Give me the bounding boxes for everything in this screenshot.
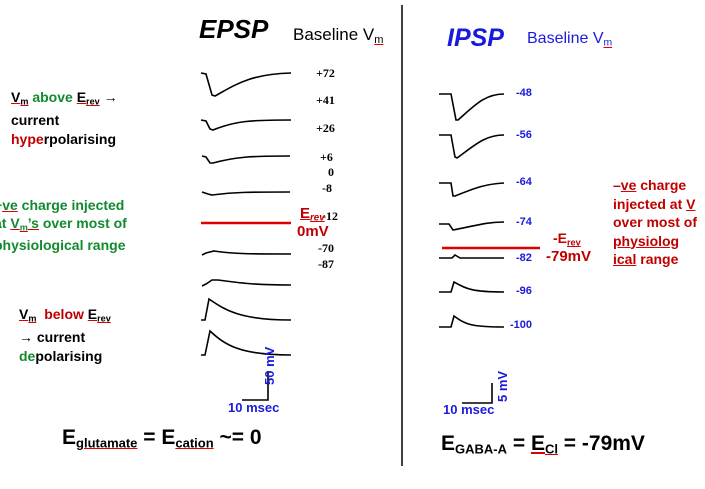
epsp-trace-72 <box>200 72 292 97</box>
ipsp-trace-74 <box>439 221 505 231</box>
baseline-value: -82 <box>516 252 532 264</box>
epsp-trace-minus87 <box>201 279 292 287</box>
baseline-value: 0 <box>328 165 334 179</box>
note-positive-charge: +ve charge injected at Vm’s over most of… <box>0 197 127 254</box>
baseline-value: -56 <box>516 129 532 141</box>
baseline-value: -48 <box>516 87 532 99</box>
epsp-trace-hyper2 <box>201 329 292 356</box>
baseline-value: -87 <box>318 257 334 271</box>
epsp-trace-hyper1 <box>201 297 292 321</box>
note-negative-charge: –ve charge injected at V over most of ph… <box>613 177 698 267</box>
epsp-trace-26 <box>200 119 292 131</box>
baseline-value: +26 <box>316 121 335 135</box>
epsp-title: EPSP <box>199 14 269 44</box>
ipsp-baseline-label: Baseline Vm <box>527 30 613 49</box>
epsp-scale-time: 10 msec <box>228 400 280 415</box>
ipsp-erev-value: -79mV <box>546 248 592 265</box>
epsp-equation: Eglutamate = Ecation ~= 0 <box>62 426 262 451</box>
ipsp-trace-82 <box>439 253 504 259</box>
baseline-value: -64 <box>516 176 532 188</box>
baseline-value: -12 <box>322 209 338 223</box>
ipsp-trace-100 <box>439 314 505 328</box>
epsp-erev-value: 0mV <box>297 223 329 240</box>
ipsp-trace-56 <box>439 134 505 159</box>
note-below-erev: Vm below Erev → current depolarising <box>19 306 111 365</box>
epsp-erev-label: Erev <box>300 205 325 224</box>
baseline-value: -74 <box>516 216 532 228</box>
baseline-value: -70 <box>318 241 334 255</box>
epsp-trace-minus70 <box>201 250 292 256</box>
ipsp-trace-96 <box>439 280 505 293</box>
ipsp-scale-time: 10 msec <box>443 402 495 417</box>
ipsp-scale-voltage: 5 mV <box>495 370 510 402</box>
ipsp-erev-label: -Erev <box>553 230 581 248</box>
epsp-scale-bar <box>242 371 269 401</box>
epsp-trace-6 <box>201 155 291 164</box>
baseline-value: -100 <box>510 319 533 331</box>
baseline-value: +41 <box>316 93 335 107</box>
epsp-trace-minus8 <box>201 191 291 196</box>
ipsp-trace-48 <box>439 93 505 121</box>
ipsp-scale-bar <box>462 383 493 404</box>
baseline-value: +72 <box>316 66 335 80</box>
note-above-erev: Vm above Erev → current hyperpolarising <box>11 89 118 148</box>
baseline-value: -96 <box>516 285 532 297</box>
epsp-scale-voltage: 50 mV <box>262 346 277 385</box>
baseline-value: -8 <box>322 181 332 195</box>
epsp-baseline-label: Baseline Vm <box>293 25 384 46</box>
ipsp-title: IPSP <box>447 24 504 52</box>
ipsp-equation: EGABA-A = ECl = -79mV <box>441 432 645 457</box>
ipsp-trace-64 <box>439 182 505 197</box>
baseline-value: +6 <box>320 150 333 164</box>
